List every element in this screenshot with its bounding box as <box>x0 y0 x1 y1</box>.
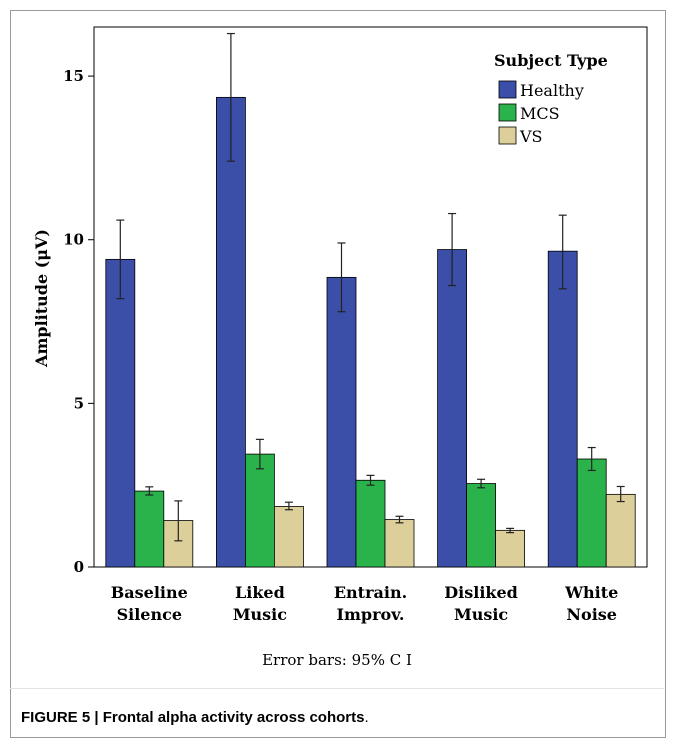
caption-suffix: . <box>364 709 369 726</box>
category-label: Entrain. <box>334 583 407 602</box>
legend-swatch-mcs <box>498 103 517 122</box>
bar-vs <box>273 506 304 568</box>
bar-healthy <box>547 250 578 568</box>
bar-mcs <box>576 458 607 568</box>
bars-group <box>105 96 636 568</box>
bar-mcs <box>466 483 497 568</box>
legend-label-mcs: MCS <box>520 104 560 123</box>
bar-vs <box>163 520 194 568</box>
error-bar-note: Error bars: 95% C I <box>262 651 412 669</box>
category-label: Music <box>233 605 287 624</box>
tick-group: 0 5 10 15 <box>63 67 94 576</box>
bar-vs <box>384 519 415 568</box>
legend-swatch-vs <box>498 126 517 145</box>
bar-healthy <box>326 276 357 568</box>
bar-mcs <box>244 453 275 568</box>
bar-mcs <box>355 479 386 568</box>
legend: Subject Type Healthy MCS VS <box>494 51 608 146</box>
category-label: White <box>564 583 618 602</box>
category-label: Disliked <box>444 583 518 602</box>
y-tick-label: 0 <box>74 558 84 576</box>
bar-healthy <box>437 249 468 568</box>
y-tick-label: 5 <box>74 394 84 412</box>
category-label: Music <box>454 605 508 624</box>
bar-vs <box>495 529 526 568</box>
y-tick-label: 15 <box>63 67 84 85</box>
category-label: Improv. <box>337 605 405 624</box>
legend-label-healthy: Healthy <box>520 81 584 100</box>
y-axis-title: Amplitude (μV) <box>32 229 51 368</box>
error-bars-group <box>116 32 625 542</box>
bar-chart: 0 5 10 15 Baseline Silence Liked Music Entrain.… <box>32 26 648 624</box>
legend-label-vs: VS <box>519 127 543 146</box>
legend-swatch-healthy <box>498 80 517 99</box>
caption-label: FIGURE 5 | Frontal alpha activity across… <box>21 709 365 726</box>
category-labels: Baseline Silence Liked Music Entrain. Improv.… <box>111 583 619 624</box>
y-tick-label: 10 <box>63 231 84 249</box>
bar-mcs <box>134 490 165 568</box>
bar-healthy <box>105 258 136 568</box>
category-label: Noise <box>566 605 617 624</box>
legend-title: Subject Type <box>494 51 608 70</box>
category-label: Baseline <box>111 583 188 602</box>
category-label: Silence <box>117 605 182 624</box>
bar-healthy <box>215 96 246 568</box>
figure-caption: FIGURE 5 | Frontal alpha activity across… <box>21 709 369 726</box>
divider <box>10 688 664 689</box>
bar-vs <box>605 493 636 568</box>
category-label: Liked <box>235 583 285 602</box>
